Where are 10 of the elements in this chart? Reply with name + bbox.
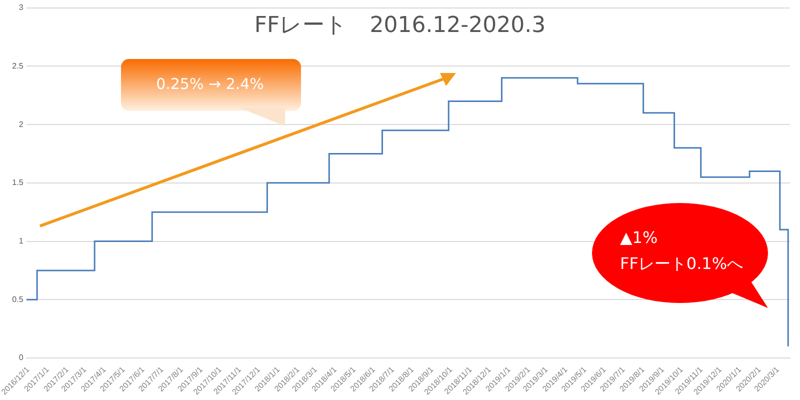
- y-tick-label: 3: [18, 3, 24, 12]
- annotation: ▲1% FFレート0.1%へ: [620, 227, 744, 275]
- y-tick-label: 2.5: [12, 61, 24, 70]
- y-tick-label: 1.5: [12, 178, 24, 188]
- y-tick-label: 1: [18, 236, 24, 246]
- y-tick-label: 0.5: [12, 294, 24, 304]
- annotation: 0.25% → 2.4%: [155, 75, 265, 93]
- y-tick-label: 0: [18, 353, 24, 362]
- y-tick-label: 2: [18, 120, 24, 129]
- chart-title: FFレート 2016.12-2020.3: [254, 13, 546, 38]
